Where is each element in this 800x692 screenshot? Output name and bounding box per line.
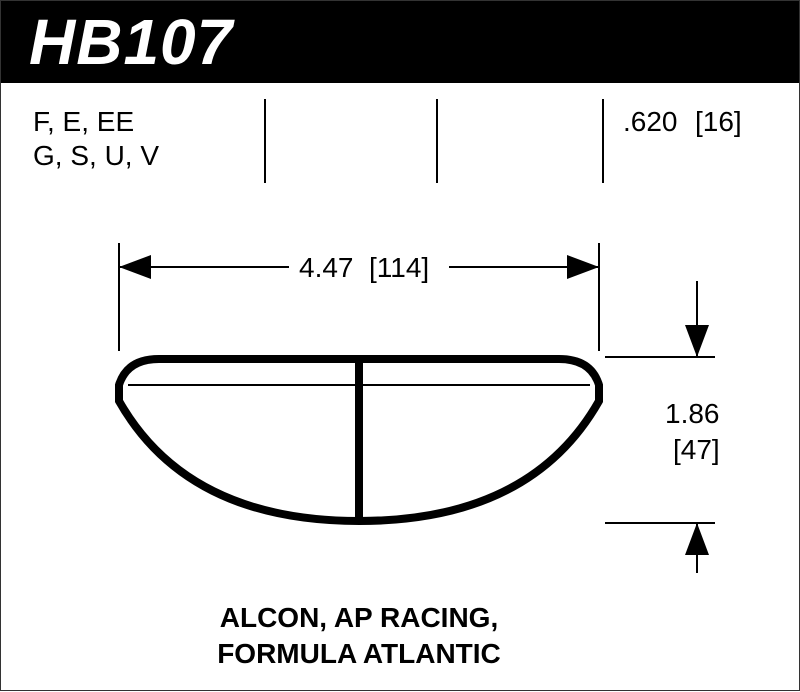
width-mm: [114] — [369, 252, 429, 283]
part-number: HB107 — [29, 5, 233, 79]
page: HB107 F, E, EE G, S, U, V .620 [16] 4.47… — [0, 0, 800, 691]
application-line2: FORMULA ATLANTIC — [217, 638, 501, 669]
compounds-line1: F, E, EE — [33, 106, 134, 137]
arrow-right — [567, 255, 599, 279]
arrow-down-top — [685, 325, 709, 357]
diagram-svg: F, E, EE G, S, U, V .620 [16] 4.47 [114]… — [1, 83, 800, 692]
application-line1: ALCON, AP RACING, — [220, 602, 498, 633]
height-inches: 1.86 — [665, 398, 720, 429]
compounds-line2: G, S, U, V — [33, 140, 159, 171]
thickness-inches: .620 — [623, 106, 678, 137]
arrow-up-bottom — [685, 523, 709, 555]
height-mm: [47] — [673, 434, 720, 465]
thickness-mm: [16] — [695, 106, 742, 137]
width-inches: 4.47 — [299, 252, 354, 283]
title-bar: HB107 — [1, 1, 799, 83]
arrow-left — [119, 255, 151, 279]
